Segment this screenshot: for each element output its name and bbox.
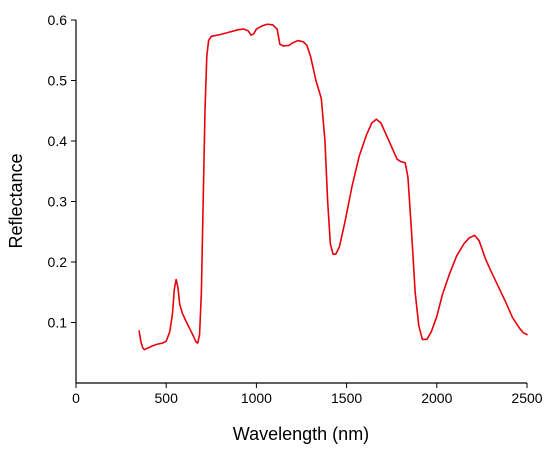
x-tick-label: 2000 xyxy=(421,390,452,406)
x-axis-title: Wavelength (nm) xyxy=(233,424,369,444)
y-axis-ticks: 0.1 0.2 0.3 0.4 0.5 0.6 xyxy=(48,12,76,331)
y-axis-title: Reflectance xyxy=(6,153,26,248)
y-tick-label: 0.6 xyxy=(48,12,68,28)
y-tick-label: 0.3 xyxy=(48,194,68,210)
x-axis-ticks: 0 500 1000 1500 2000 2500 xyxy=(72,383,543,406)
series-layer xyxy=(138,23,528,351)
x-tick-label: 500 xyxy=(155,390,179,406)
x-tick-label: 2500 xyxy=(511,390,542,406)
x-tick-label: 1500 xyxy=(331,390,362,406)
x-tick-label: 0 xyxy=(72,390,80,406)
y-tick-label: 0.5 xyxy=(48,73,68,89)
plot-frame xyxy=(75,20,527,384)
x-tick-label: 1000 xyxy=(241,390,272,406)
y-tick-label: 0.1 xyxy=(48,315,68,331)
y-tick-label: 0.4 xyxy=(48,133,68,149)
reflectance-series-line xyxy=(138,23,528,351)
y-tick-label: 0.2 xyxy=(48,254,68,270)
